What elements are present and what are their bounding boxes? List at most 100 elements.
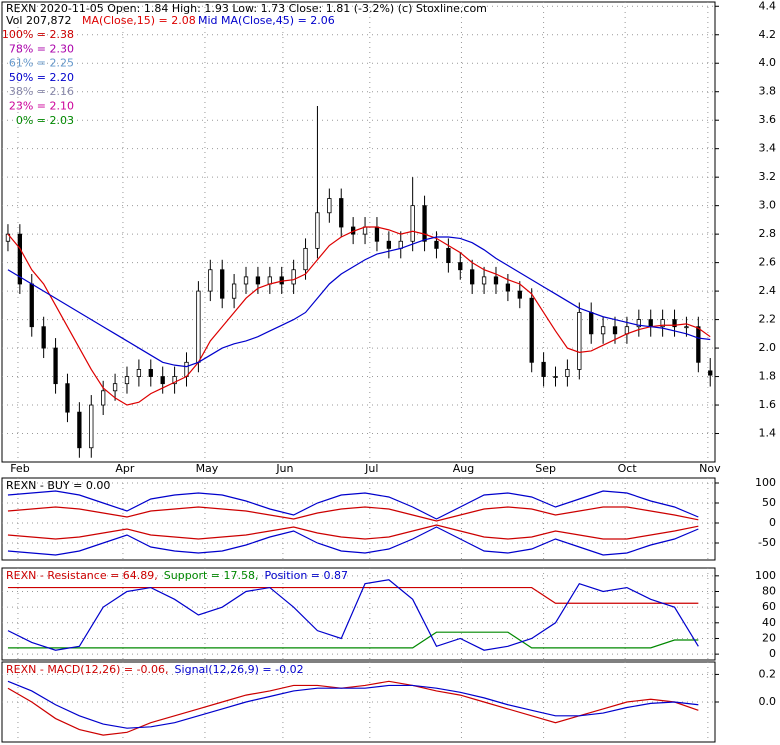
candle-body	[386, 240, 392, 249]
panel-title: REXN - BUY = 0.00	[6, 479, 110, 492]
y-tick-label: 3.4	[759, 142, 777, 155]
y-tick-label: 4.2	[759, 28, 777, 41]
candle-body	[291, 269, 296, 285]
candle-body	[708, 370, 713, 376]
y-tick-label: 2.2	[759, 313, 777, 326]
candle-body	[255, 276, 261, 285]
y-tick-label: 4.0	[759, 56, 777, 69]
y-tick-label: 1.6	[759, 398, 777, 411]
series-line	[7, 226, 711, 406]
candle-body	[553, 376, 558, 378]
candle-body	[529, 297, 534, 363]
candle-body	[41, 326, 46, 349]
y-tick-label: 0.2	[759, 667, 777, 680]
series-line	[7, 631, 699, 649]
candle-body	[327, 198, 332, 214]
y-tick-label: 4.4	[759, 0, 777, 12]
series-line	[7, 236, 711, 368]
y-tick-label: 3.0	[759, 199, 777, 212]
candle-body	[17, 233, 23, 285]
candle-body	[267, 276, 272, 285]
fib-label: 61% = 2.25	[9, 57, 74, 70]
candle-body	[481, 276, 487, 285]
candle-body	[124, 376, 130, 385]
y-tick-label: 2.4	[759, 284, 777, 297]
y-tick-label: 50	[762, 496, 776, 509]
x-tick-label: May	[196, 462, 219, 475]
candle-body	[136, 369, 142, 377]
fib-label: 38% = 2.16	[9, 85, 74, 98]
x-tick-label: Sep	[535, 462, 556, 475]
y-tick-label: 3.8	[759, 85, 777, 98]
x-tick-label: Nov	[699, 462, 721, 475]
y-tick-label: 0	[769, 647, 776, 660]
candle-body	[470, 269, 475, 285]
candle-body	[89, 404, 94, 449]
panel-title: Position = 0.87	[264, 569, 348, 582]
candle-body	[684, 326, 689, 329]
candle-body	[160, 376, 165, 385]
y-tick-label: 80	[762, 584, 776, 597]
candle-body	[65, 383, 70, 413]
candle-body	[600, 326, 606, 335]
y-tick-label: 100	[755, 569, 776, 582]
y-tick-label: 2.0	[759, 341, 777, 354]
y-tick-label: 0.0	[759, 695, 777, 708]
volume-label: Vol 207,872	[6, 14, 71, 27]
candle-body	[29, 283, 34, 328]
candle-body	[77, 411, 82, 449]
candle-body	[315, 212, 320, 249]
candle-body	[589, 312, 594, 335]
candle-body	[696, 326, 701, 363]
candle-body	[374, 226, 380, 242]
candle-body	[672, 319, 677, 328]
series-line	[7, 586, 699, 604]
y-tick-label: 0	[769, 516, 776, 529]
fib-label: 100% = 2.38	[2, 28, 74, 41]
panel-title: REXN - Resistance = 64.89,	[6, 569, 158, 582]
candle-body	[505, 283, 511, 292]
candle-body	[577, 312, 582, 370]
candle-body	[231, 283, 237, 299]
candle-body	[208, 269, 213, 292]
panel-title: Signal(12,26,9) = -0.02	[175, 663, 304, 676]
panel-frame	[1, 567, 716, 661]
y-tick-label: 20	[762, 631, 776, 644]
panel-frame	[1, 1, 716, 463]
y-tick-label: 1.4	[759, 427, 777, 440]
y-tick-label: 3.6	[759, 113, 777, 126]
candle-body	[636, 319, 641, 328]
candle-body	[172, 376, 177, 385]
candle-body	[339, 198, 344, 228]
panel-title: Support = 17.58,	[164, 569, 259, 582]
candle-body	[53, 347, 58, 385]
y-tick-label: 40	[762, 616, 776, 629]
candle-body	[612, 326, 618, 335]
candle-body	[541, 361, 546, 377]
candle-body	[565, 369, 570, 377]
y-tick-label: 100	[755, 476, 776, 489]
candle-body	[446, 247, 451, 264]
legend-entry: MA(Close,15) = 2.08	[82, 14, 196, 27]
candle-body	[422, 205, 427, 242]
candle-body	[434, 240, 439, 249]
series-line	[7, 490, 699, 520]
fib-label: 23% = 2.10	[9, 100, 74, 113]
fib-label: 0% = 2.03	[16, 114, 74, 127]
y-tick-label: 3.2	[759, 170, 777, 183]
fib-label: 50% = 2.20	[9, 71, 74, 84]
fib-label: 78% = 2.30	[9, 42, 74, 55]
series-line	[7, 506, 699, 522]
series-line	[7, 680, 699, 736]
panel-frame	[1, 477, 716, 561]
panel-title: REXN - MACD(12,26) = -0.06,	[6, 663, 169, 676]
y-tick-label: 60	[762, 600, 776, 613]
series-line	[7, 579, 699, 651]
candle-body	[458, 262, 463, 271]
x-tick-label: Feb	[10, 462, 29, 475]
series-line	[7, 680, 699, 729]
candle-body	[196, 290, 201, 363]
candle-body	[5, 233, 11, 242]
candle-body	[112, 383, 118, 392]
